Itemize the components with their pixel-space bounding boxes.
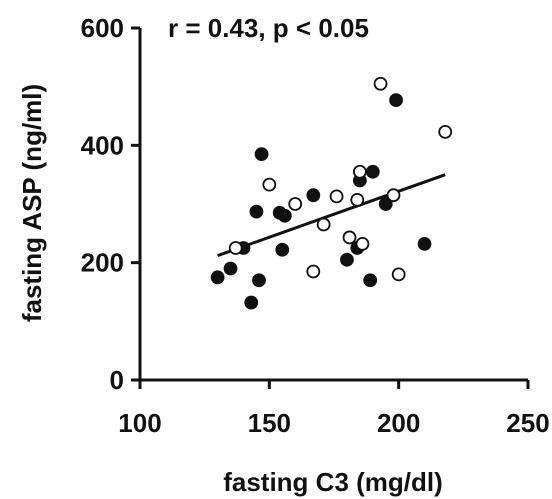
- y-tick-label: 200: [81, 248, 124, 278]
- filled-data-point: [306, 188, 321, 203]
- open-data-point: [352, 164, 367, 179]
- trend-line: [217, 173, 446, 258]
- filled-data-point: [249, 204, 264, 219]
- y-axis-tick-labels: 0 200 400 600: [81, 13, 124, 395]
- y-axis-ticks: [131, 26, 140, 382]
- y-tick-label: 400: [81, 130, 124, 160]
- filled-data-point: [389, 93, 403, 108]
- x-axis-ticks: [138, 380, 530, 389]
- x-tick-label: 100: [118, 408, 161, 438]
- x-axis-title: fasting C3 (mg/dl): [223, 467, 443, 497]
- filled-data-point: [417, 236, 432, 251]
- open-data-point: [228, 241, 243, 255]
- open-data-point: [438, 124, 453, 139]
- filled-data-point: [275, 242, 290, 257]
- y-tick-label: 0: [110, 365, 124, 395]
- y-tick-label: 600: [81, 13, 124, 43]
- filled-data-point: [223, 261, 238, 276]
- filled-data-point: [340, 252, 354, 267]
- data-points: [210, 76, 453, 310]
- filled-data-point: [252, 273, 266, 288]
- open-data-point: [386, 188, 401, 203]
- open-data-point: [316, 217, 331, 232]
- x-axis-tick-labels: 100 150 200 250: [118, 408, 549, 438]
- open-data-point: [355, 236, 370, 251]
- filled-data-point: [254, 147, 269, 162]
- plot-area: 0 200 400 600 100 150 200 250: [81, 13, 550, 438]
- open-data-point: [288, 197, 303, 211]
- open-data-point: [306, 264, 321, 279]
- correlation-annotation: r = 0.43, p < 0.05: [168, 13, 369, 43]
- x-tick-label: 250: [506, 408, 549, 438]
- open-data-point: [342, 230, 357, 245]
- x-tick-label: 150: [248, 408, 291, 438]
- filled-data-point: [365, 164, 380, 179]
- open-data-point: [373, 76, 388, 91]
- x-tick-label: 200: [377, 408, 420, 438]
- filled-data-point: [378, 197, 393, 211]
- filled-data-point: [210, 270, 225, 285]
- open-data-point: [262, 177, 277, 192]
- filled-data-point: [363, 273, 378, 288]
- filled-data-point: [244, 295, 259, 310]
- y-axis-title: fasting ASP (ng/ml): [17, 84, 47, 322]
- open-data-point: [329, 189, 344, 204]
- open-data-point: [391, 267, 406, 282]
- open-data-point: [350, 192, 365, 207]
- filled-data-point: [277, 208, 292, 223]
